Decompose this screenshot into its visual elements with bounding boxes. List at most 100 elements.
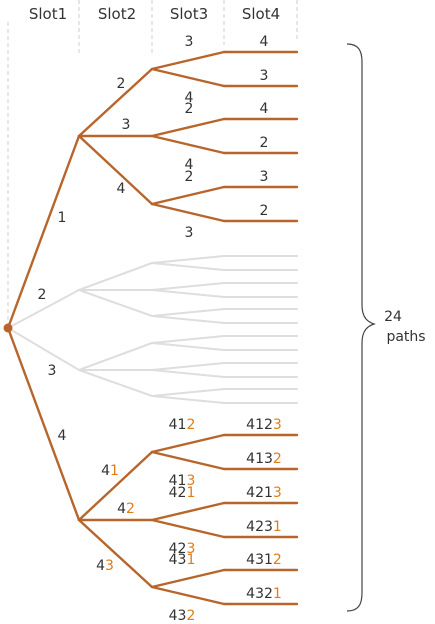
slot4-label: 4321 <box>246 586 282 602</box>
slot4-label-digit: 2 <box>273 552 282 568</box>
slot2-label-digit: 1 <box>110 463 119 479</box>
tree-edges <box>6 50 299 606</box>
edge-s4-l3 <box>150 450 226 471</box>
edge-faded-l2 <box>78 342 153 371</box>
slot4-label-prefix: 432 <box>246 586 273 602</box>
slot3-label-digit: 2 <box>186 417 195 433</box>
edge-s1-l3 <box>150 117 226 138</box>
slot2-label: 4 <box>117 181 126 197</box>
slot3-label-prefix: 43 <box>169 552 187 568</box>
edge-s4-l3 <box>150 501 226 522</box>
branch-label-4: 4 <box>58 428 67 444</box>
edge-s1-l3 <box>150 202 226 223</box>
total-brace <box>346 43 376 612</box>
slot4-label-prefix: 421 <box>246 485 273 501</box>
slot4-label: 3 <box>260 68 269 84</box>
slot3-label-prefix: 41 <box>169 473 187 489</box>
total-count: 24 <box>384 309 402 325</box>
total-unit: paths <box>386 329 425 345</box>
slot3-label: 3 <box>185 225 194 241</box>
branch-label-3: 3 <box>48 363 57 379</box>
edge-s1-l3 <box>150 50 226 71</box>
slot2-label-digit: 3 <box>105 558 114 574</box>
edge-s4-l3 <box>150 585 226 606</box>
slot2-label: 42 <box>117 501 135 517</box>
slot2-label: 3 <box>122 117 131 133</box>
slot3-label-digit: 2 <box>186 608 195 624</box>
edge-s4-l2 <box>77 518 154 589</box>
edge-faded-l2 <box>78 262 153 291</box>
edge-faded-l3 <box>151 262 225 271</box>
edge-faded-l2 <box>78 289 153 317</box>
slot4-label-digit: 1 <box>273 586 282 602</box>
slot2-label-digit: 2 <box>126 501 135 517</box>
slot3-label: 423 <box>169 541 196 557</box>
slot3-label-digit: 3 <box>186 541 195 557</box>
header-slot2: Slot2 <box>98 5 136 23</box>
slot3-label-digit: 3 <box>186 473 195 489</box>
edge-root-2 <box>7 289 80 329</box>
slot4-label-prefix: 423 <box>246 519 273 535</box>
slot4-label: 4213 <box>246 485 282 501</box>
edge-s1-l2 <box>77 67 154 138</box>
column-dividers <box>7 0 298 325</box>
edge-root-4 <box>6 326 81 522</box>
edge-faded-l3 <box>151 388 225 397</box>
edge-s4-l3 <box>150 518 226 539</box>
edge-s4-l3 <box>150 568 226 589</box>
slot4-label: 2 <box>260 203 269 219</box>
slot3-label-digit: 1 <box>186 485 195 501</box>
slot3-label-digit: 1 <box>186 552 195 568</box>
edge-s4-l3 <box>150 433 226 454</box>
header-slot3: Slot3 <box>170 5 208 23</box>
slot3-label: 4 <box>185 157 194 173</box>
slot2-label: 43 <box>96 558 114 574</box>
slot3-label: 412 <box>169 417 196 433</box>
slot4-label: 4123 <box>246 417 282 433</box>
edge-s1-l3 <box>150 134 226 155</box>
slot4-label: 3 <box>260 169 269 185</box>
branch-label-1: 1 <box>58 210 67 226</box>
slot4-label-digit: 2 <box>273 451 282 467</box>
slot3-label-prefix: 42 <box>169 485 187 501</box>
edge-s1-l3 <box>150 185 226 206</box>
branch-label-2: 2 <box>38 287 47 303</box>
slot2-label-prefix: 4 <box>117 501 126 517</box>
column-headers: Slot1 Slot2 Slot3 Slot4 <box>29 5 280 23</box>
header-slot4: Slot4 <box>242 5 280 23</box>
slot4-label: 4132 <box>246 451 282 467</box>
edge-s1-l2 <box>77 134 154 206</box>
header-slot1: Slot1 <box>29 5 67 23</box>
edge-root-3 <box>7 327 80 371</box>
edge-root-1 <box>6 134 81 330</box>
slot4-label: 2 <box>260 135 269 151</box>
slot4-label-digit: 1 <box>273 519 282 535</box>
edge-faded-l3 <box>151 255 225 264</box>
edge-faded-l3 <box>151 308 225 317</box>
edge-faded-l3 <box>151 282 225 291</box>
edge-faded-l3 <box>151 289 225 298</box>
slot3-label: 3 <box>185 34 194 50</box>
slot3-label: 421 <box>169 485 196 501</box>
slot3-label: 413 <box>169 473 196 489</box>
slot3-label: 431 <box>169 552 196 568</box>
edge-faded-l3 <box>151 362 225 371</box>
slot3-label-prefix: 41 <box>169 417 187 433</box>
slot4-label: 4 <box>260 34 269 50</box>
slot4-label: 4231 <box>246 519 282 535</box>
slot3-label: 2 <box>185 101 194 117</box>
slot4-label-prefix: 412 <box>246 417 273 433</box>
edge-faded-l3 <box>151 395 225 404</box>
slot4-label: 4312 <box>246 552 282 568</box>
slot4-label: 4 <box>260 101 269 117</box>
slot4-label-digit: 3 <box>273 485 282 501</box>
slot2-label-prefix: 4 <box>96 558 105 574</box>
edge-faded-l3 <box>151 335 225 344</box>
edge-faded-l2 <box>78 369 153 397</box>
edge-s4-l2 <box>77 450 154 522</box>
slot2-label-prefix: 4 <box>101 463 110 479</box>
edge-faded-l3 <box>151 369 225 378</box>
slot3-label-prefix: 43 <box>169 608 187 624</box>
